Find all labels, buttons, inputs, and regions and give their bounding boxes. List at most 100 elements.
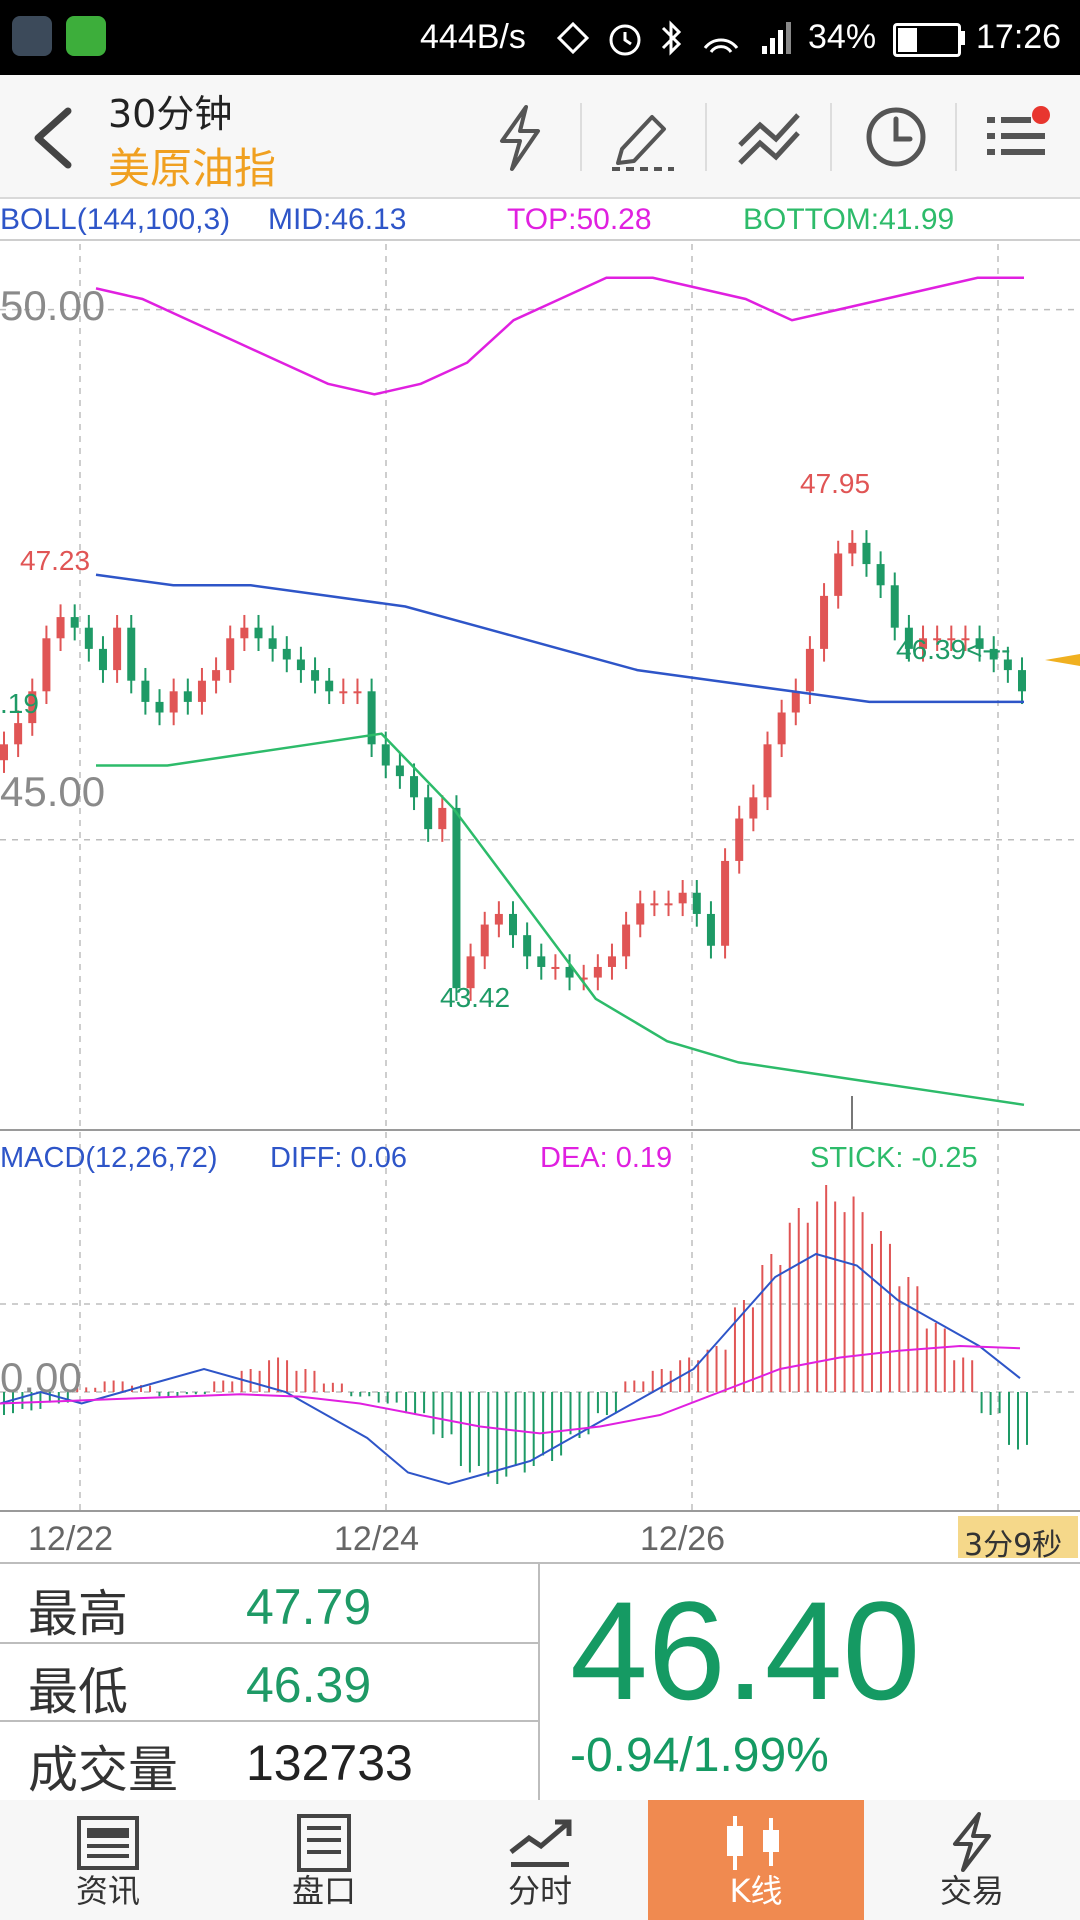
boll-mid: MID:46.13 (268, 203, 407, 236)
boll-mid-line (95, 573, 1024, 704)
candle-body (805, 648, 814, 692)
top-nav-bar: 30分钟 美原油指 (0, 75, 1080, 199)
alarm-icon (609, 24, 641, 56)
candle-body (466, 956, 475, 989)
candle-body (636, 903, 645, 925)
last-price: 46.40 (570, 1572, 921, 1729)
candle-body (579, 977, 588, 980)
candle-body (848, 542, 857, 554)
boll-bottom-line (96, 732, 1025, 1107)
period-label[interactable]: 30分钟 (108, 92, 233, 136)
tab-kline[interactable]: K线 (648, 1800, 864, 1920)
candle-body (127, 627, 136, 681)
candle-body (509, 913, 517, 936)
countdown-badge: 3分9秒 (958, 1516, 1078, 1563)
period-select-button[interactable] (862, 103, 930, 171)
battery-percent: 34% (808, 18, 877, 56)
wechat-icon (66, 16, 106, 56)
candle-body (692, 892, 701, 914)
candle-body (551, 966, 560, 969)
date-label: 12/22 (28, 1520, 114, 1558)
candle-body (664, 903, 673, 906)
menu-button[interactable] (985, 105, 1055, 165)
status-bar: 444B/s 34% 17:26 (0, 0, 1080, 75)
candle-body (961, 638, 970, 641)
candle-body (28, 691, 37, 724)
low-row: 最低 46.39 (0, 1642, 538, 1722)
candle-body (975, 638, 984, 649)
instrument-name[interactable]: 美原油指 (108, 144, 277, 193)
last-price-marker (1045, 654, 1080, 666)
low-label: 最低 (28, 1663, 128, 1721)
volume-label: 成交量 (28, 1741, 178, 1799)
candle-body (254, 627, 263, 639)
notification-dot (1032, 106, 1050, 124)
candle-body (763, 744, 772, 798)
back-button[interactable] (28, 105, 78, 171)
candle-body (339, 691, 348, 694)
candle-body (395, 765, 404, 777)
gallery-app-icon (12, 16, 52, 56)
candle-body (98, 648, 107, 671)
candle-body (1003, 659, 1012, 671)
candle-body (523, 935, 532, 957)
candle-body (452, 807, 461, 989)
price-change: -0.94/1.99% (570, 1729, 829, 1782)
candle-body (424, 797, 433, 830)
flash-order-button[interactable] (490, 103, 550, 173)
date-label: 12/26 (640, 1520, 726, 1558)
candle-body (0, 744, 8, 761)
boll-top: TOP:50.28 (507, 203, 652, 236)
candle-body (113, 627, 122, 671)
candle-body (56, 617, 65, 639)
tab-trade[interactable]: 交易 (864, 1800, 1080, 1920)
boll-top-line (95, 276, 1024, 396)
candle-body (706, 913, 715, 946)
candle-body (226, 638, 235, 671)
candle-body (197, 680, 206, 702)
high-value: 47.79 (246, 1579, 372, 1635)
bottom-tab-bar: 资讯 盘口 分时 K线 交易 (0, 1800, 1080, 1920)
candle-body (749, 797, 758, 819)
annotation-last: 46.39<--- (896, 634, 1011, 665)
candle-body (494, 913, 503, 925)
candle-body (84, 627, 93, 649)
candle-body (890, 585, 899, 628)
tab-timeshare[interactable]: 分时 (432, 1800, 648, 1920)
news-icon (77, 1816, 139, 1870)
candle-body (777, 712, 786, 745)
candle-body (325, 680, 334, 692)
boll-label: BOLL(144,100,3) (0, 203, 231, 236)
orderbook-icon (297, 1814, 351, 1872)
candle-body (565, 966, 574, 978)
candle-body (212, 670, 221, 681)
tab-news[interactable]: 资讯 (0, 1800, 216, 1920)
candle-body (904, 627, 913, 649)
tab-orderbook[interactable]: 盘口 (216, 1800, 432, 1920)
annotation-low: 43.42 (440, 982, 511, 1013)
macd-zero-label: 0.00 (0, 1354, 82, 1401)
candle-body (876, 564, 885, 586)
candle-body (862, 542, 871, 565)
left-edge-value: .19 (0, 688, 39, 719)
bluetooth-icon (661, 20, 682, 56)
annotation-high-left: 47.23 (20, 545, 91, 576)
indicator-button[interactable] (734, 103, 804, 173)
candlestick-icon (727, 1816, 779, 1870)
macd-diff-line (0, 1252, 1021, 1486)
candle-body (593, 966, 602, 978)
rotate-icon (556, 21, 590, 55)
macd-dea-line (0, 1344, 1021, 1435)
candle-body (650, 903, 659, 906)
candle-body (678, 892, 687, 904)
timeshare-icon (509, 1819, 572, 1867)
candle-body (721, 860, 730, 946)
signal-icon (762, 22, 791, 54)
candle-body (183, 691, 192, 702)
candle-body (42, 638, 51, 692)
kline-chart[interactable] (0, 236, 1080, 1526)
price-level-low: 45.00 (0, 768, 106, 815)
macd-diff: DIFF: 0.06 (270, 1142, 407, 1174)
draw-tool-button[interactable] (608, 103, 678, 173)
candle-body (735, 818, 744, 861)
